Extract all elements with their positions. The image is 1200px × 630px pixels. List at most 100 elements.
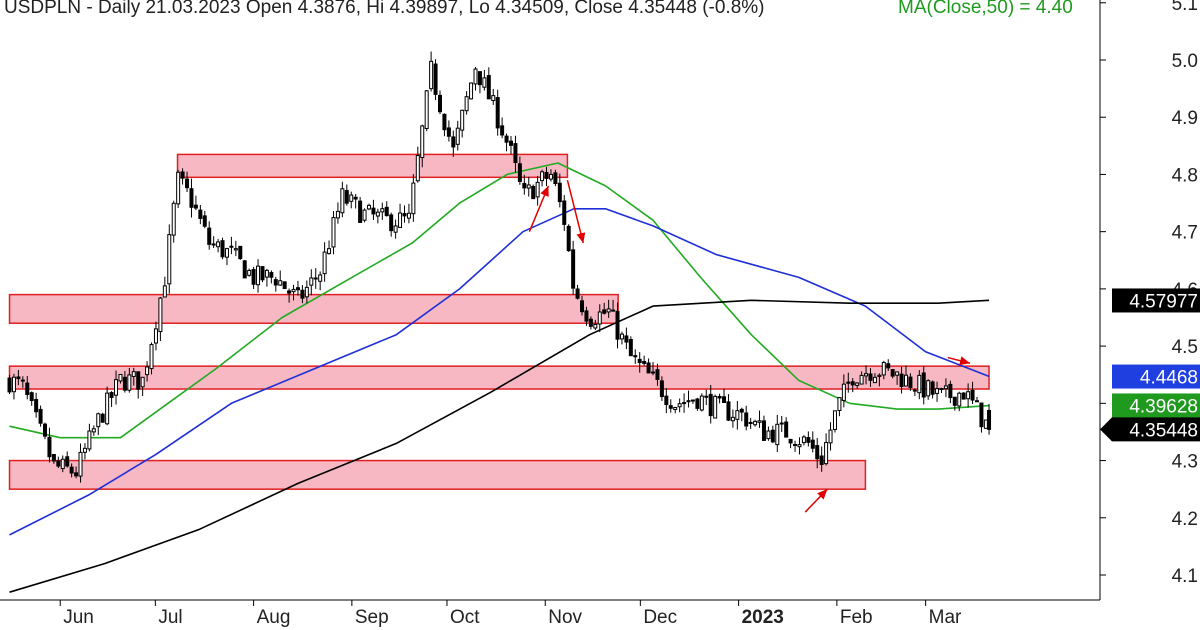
candle (486, 67, 491, 100)
candle (735, 401, 740, 430)
candle (433, 59, 438, 101)
candle (180, 168, 185, 185)
price-tag: 4.35448 (1100, 417, 1200, 442)
candle (704, 389, 709, 405)
candle (118, 373, 123, 384)
moving-average-line (9, 208, 990, 536)
candle (122, 370, 127, 393)
candle (473, 66, 478, 91)
candle (269, 270, 274, 284)
candle (668, 399, 673, 413)
x-tick-label: Feb (840, 607, 873, 628)
candle (362, 208, 367, 223)
annotation-arrows (528, 179, 971, 513)
candle (562, 195, 567, 231)
candle (82, 443, 87, 460)
candle (730, 409, 735, 428)
candle (185, 171, 190, 193)
chart-title: USDPLN - Daily 21.03.2023 Open 4.3876, H… (4, 0, 1073, 18)
candle (832, 410, 837, 433)
candle (304, 280, 309, 304)
x-tick-label: Jun (63, 607, 94, 628)
candle (406, 203, 411, 224)
resistance-zones (8, 153, 990, 490)
candle (987, 403, 992, 435)
y-tick-label: 4.9 (1172, 108, 1198, 129)
candle (686, 390, 691, 408)
candle (646, 358, 651, 374)
candle (633, 349, 638, 364)
candle (677, 398, 682, 413)
candle (229, 236, 234, 255)
candle (251, 266, 256, 289)
candle (384, 201, 389, 217)
candle (69, 463, 74, 478)
candle (327, 240, 332, 255)
candle (575, 284, 580, 300)
candle (872, 373, 877, 384)
candle (748, 417, 753, 429)
candle (699, 393, 704, 412)
candle (593, 319, 598, 331)
moving-average-line (9, 299, 990, 593)
candle (145, 361, 150, 382)
candle (216, 238, 221, 253)
candle (495, 89, 500, 136)
chart-title-ma: MA(Close,50) = 4.40 (898, 0, 1073, 18)
candle (522, 174, 527, 195)
candle (828, 422, 833, 451)
candle (864, 365, 869, 385)
candle (615, 302, 620, 349)
price-tag: 4.57977 (1112, 288, 1200, 313)
candle (509, 136, 514, 155)
candle (651, 361, 656, 376)
candle (890, 369, 895, 379)
x-tick-label: Nov (548, 607, 582, 628)
candle (389, 212, 394, 237)
candle (939, 387, 944, 394)
candle (353, 194, 358, 209)
candle (331, 211, 336, 255)
candle (695, 397, 700, 411)
candle (278, 270, 283, 286)
candle (903, 365, 908, 387)
candle (717, 393, 722, 404)
x-tick-label: Jul (158, 607, 182, 628)
candle (841, 374, 846, 408)
candle (690, 399, 695, 404)
candle (224, 247, 229, 266)
candle (313, 268, 318, 289)
candle (442, 113, 447, 137)
candle (371, 199, 376, 220)
candle (51, 453, 56, 464)
candle (482, 69, 487, 91)
candle (815, 437, 820, 469)
candle (189, 178, 194, 218)
candle (273, 276, 278, 292)
candle (87, 423, 92, 452)
candle (171, 200, 176, 243)
candle (11, 373, 16, 400)
y-tick-label: 4.7 (1172, 223, 1198, 244)
x-tick-label: Dec (643, 607, 677, 628)
candle (970, 381, 975, 405)
price-tag: 4.39628 (1112, 393, 1200, 418)
candle (761, 415, 766, 441)
candle (424, 89, 429, 132)
candle (38, 405, 43, 427)
x-tick-label: Aug (257, 607, 291, 628)
candle (446, 120, 451, 142)
candle (624, 327, 629, 350)
candle (136, 371, 141, 399)
candles (7, 51, 992, 483)
candle (619, 331, 624, 345)
candle (60, 455, 65, 473)
candle (491, 89, 496, 105)
candle (366, 203, 371, 211)
candle (926, 379, 931, 400)
candle (25, 376, 30, 400)
candle (513, 135, 518, 173)
price-tags: 4.57977 4.4468 4.39628 4.35448 (1100, 288, 1200, 442)
candle (162, 276, 167, 298)
